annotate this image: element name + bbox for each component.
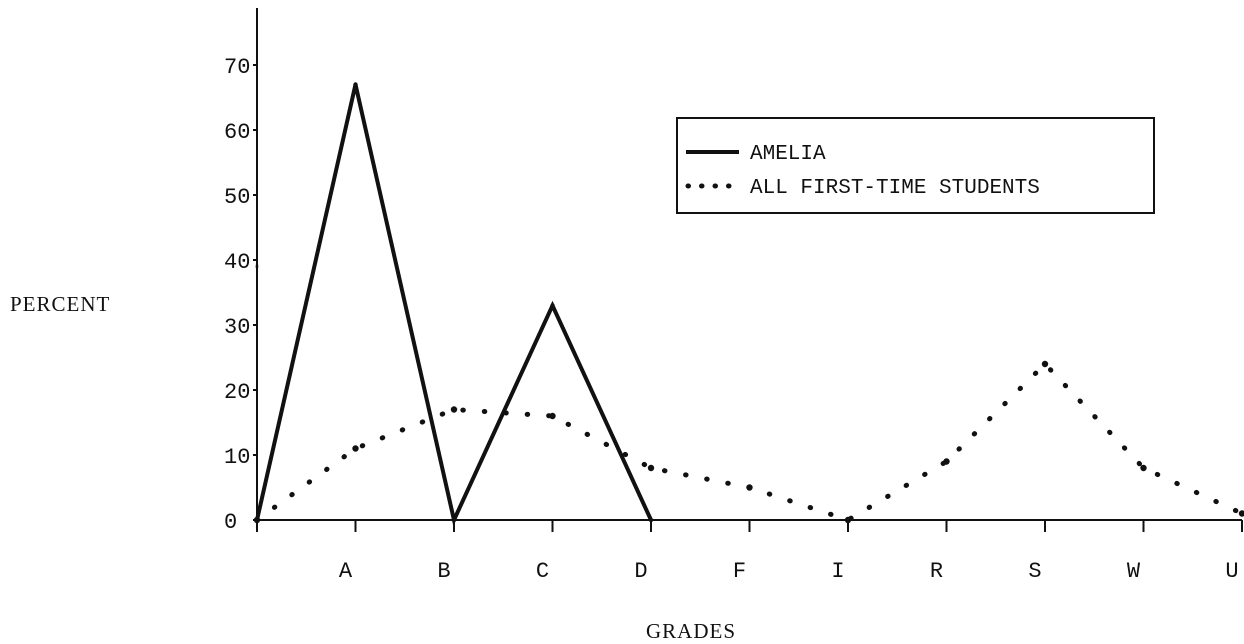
- y-tick-label: 40.: [224, 250, 264, 275]
- data-point-all-first-time-students: [1140, 464, 1147, 472]
- data-point-all-first-time-students: [1238, 510, 1244, 517]
- data-point-all-first-time-students: [1041, 360, 1049, 368]
- legend-box: [676, 117, 1155, 214]
- legend-label-all-students: ALL FIRST-TIME STUDENTS: [750, 177, 1040, 200]
- data-point-all-first-time-students: [450, 406, 458, 413]
- x-tick-label: F: [733, 559, 746, 584]
- y-axis-title: PERCENT: [10, 292, 110, 316]
- axes: [256, 8, 1242, 521]
- y-tick-label: 10: [224, 445, 250, 470]
- data-point-amelia: [451, 517, 457, 523]
- series-layer: [253, 82, 1244, 527]
- data-point-all-first-time-students: [352, 445, 359, 452]
- data-point-all-first-time-students: [647, 464, 655, 472]
- x-tick-label: W: [1127, 559, 1141, 584]
- data-point-amelia: [550, 303, 555, 308]
- x-tick-label: R: [930, 559, 943, 584]
- series-line-amelia: [255, 84, 653, 527]
- x-tick-label: A: [339, 559, 353, 584]
- x-tick-label: U: [1225, 559, 1238, 584]
- series-line-all-first-time-students: [254, 360, 1244, 523]
- data-point-amelia: [648, 517, 654, 523]
- y-axis-ticks: 0 10 20 30 40. 50 60 70: [224, 55, 264, 535]
- data-point-all-first-time-students: [549, 412, 556, 420]
- x-tick-label: D: [634, 559, 647, 584]
- y-tick-label: 60: [224, 120, 250, 145]
- x-tick-label: B: [437, 559, 450, 584]
- y-tick-label: 50: [224, 185, 250, 210]
- data-point-all-first-time-students: [253, 516, 261, 524]
- data-point-all-first-time-students: [844, 516, 852, 524]
- y-tick-label: 70: [224, 55, 250, 80]
- legend: AMELIA ALL FIRST-TIME STUDENTS: [676, 117, 1155, 214]
- data-point-all-first-time-students: [943, 458, 950, 465]
- legend-label-amelia: AMELIA: [750, 143, 826, 166]
- data-point-all-first-time-students: [746, 484, 753, 491]
- x-tick-label: I: [831, 559, 844, 584]
- x-tick-label: C: [536, 559, 549, 584]
- y-tick-label: 30: [224, 315, 250, 340]
- x-tick-label: S: [1028, 559, 1041, 584]
- x-axis-title: GRADES: [646, 619, 736, 643]
- data-point-amelia: [353, 82, 358, 87]
- y-tick-label: 20: [224, 380, 250, 405]
- y-tick-label: 0: [224, 510, 237, 535]
